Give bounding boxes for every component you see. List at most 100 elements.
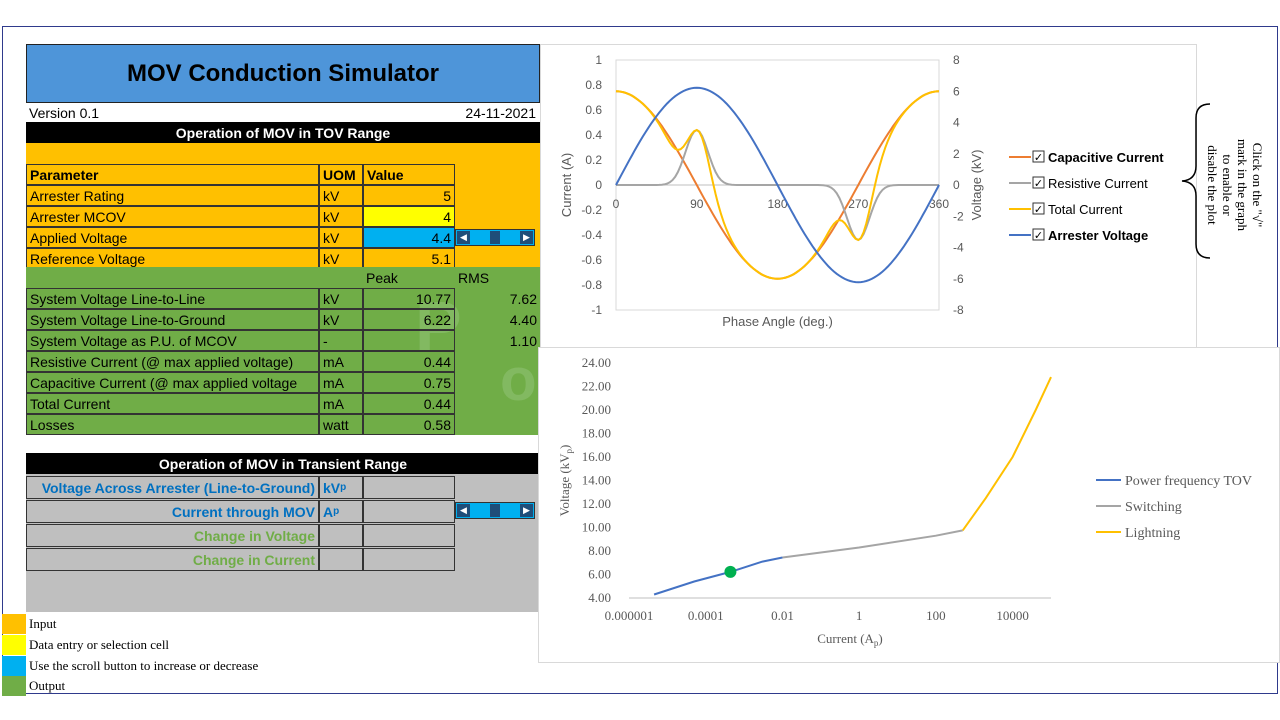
scroll-left-icon[interactable]: ◀ <box>457 504 470 517</box>
peak-value: 0.44 <box>363 393 455 414</box>
x-tick-label: 180 <box>767 197 787 211</box>
transient-label: Change in Voltage <box>26 524 319 547</box>
total-current-line <box>615 90 940 280</box>
y-tick-label: 20.00 <box>582 402 611 417</box>
y2-tick-label: 6 <box>953 84 960 98</box>
y-tick-label: 16.00 <box>582 449 611 464</box>
current-scrollbar[interactable]: ◀ ▶ <box>455 502 535 519</box>
swatch <box>2 656 26 676</box>
legend-label: Lightning <box>1125 526 1180 541</box>
y2-tick-label: -6 <box>953 272 964 286</box>
x-tick-label: 0.0001 <box>688 608 724 623</box>
page-title: MOV Conduction Simulator <box>26 44 540 103</box>
swatch <box>2 635 26 655</box>
peak-value: 0.44 <box>363 351 455 372</box>
check-icon: ✓ <box>1034 229 1043 242</box>
peak-value: 6.22 <box>363 309 455 330</box>
y-tick-label: -0.4 <box>581 228 602 242</box>
y-tick-label: -0.2 <box>581 203 602 217</box>
uom-cell <box>319 524 363 547</box>
x-tick-label: 0 <box>613 197 620 211</box>
legend-checkbox <box>1032 150 1045 163</box>
swatch <box>2 614 26 634</box>
scroll-right-icon[interactable]: ▶ <box>520 231 533 244</box>
bracket-icon <box>1181 103 1211 259</box>
y-tick-label: 14.00 <box>582 473 611 488</box>
reference-voltage-value: 5.1 <box>363 248 455 269</box>
uom-cell: kV <box>319 248 363 269</box>
legend-scroll: Use the scroll button to increase or dec… <box>2 656 258 676</box>
rms-value: 4.40 <box>509 311 537 328</box>
y-tick-label: 0.2 <box>585 153 602 167</box>
arrester-voltage-line <box>615 86 940 284</box>
y-tick-label: 8.00 <box>588 543 611 558</box>
uom-text: kV <box>323 479 341 496</box>
uom-cell: mA <box>319 351 363 372</box>
legend-label: Capacitive Current <box>1048 150 1164 165</box>
scroll-left-icon[interactable]: ◀ <box>457 231 470 244</box>
switching-line <box>782 529 963 559</box>
scroll-thumb[interactable] <box>490 231 500 244</box>
waveform-svg: 1 0.8 0.6 0.4 0.2 0 -0.2 -0.4 -0.6 -0.8 -1 8 6 4 2 0 -2 -… <box>559 53 1164 329</box>
y-tick-label: -0.6 <box>581 253 602 267</box>
y2-tick-label: 8 <box>953 53 960 67</box>
rms-value: 1.10 <box>509 332 537 349</box>
hint-wrap: Click on the "√" mark in the graph to en… <box>1188 126 1280 244</box>
y-tick-label: -0.8 <box>581 278 602 292</box>
swatch <box>2 676 26 696</box>
tov-section-header: Operation of MOV in TOV Range <box>26 122 540 143</box>
y-tick-label: 0.4 <box>585 128 602 142</box>
y2-tick-label: 4 <box>953 116 960 130</box>
legend-label: Resistive Current <box>1048 176 1148 191</box>
y-tick-label: 1 <box>595 53 602 67</box>
legend-checkbox <box>1032 176 1045 189</box>
transient-label: Change in Current <box>26 548 319 571</box>
peak-value: 0.58 <box>363 414 455 435</box>
x-axis-label: Current (Ap) <box>817 631 883 648</box>
y2-tick-label: 0 <box>953 178 960 192</box>
y-tick-label: 6.00 <box>588 567 611 582</box>
tov-line <box>653 556 783 596</box>
version-row: Version 0.1 24-11-2021 <box>26 103 540 122</box>
arrester-rating-value: 5 <box>363 185 455 206</box>
uom-cell <box>319 548 363 571</box>
uom-cell: watt <box>319 414 363 435</box>
x-tick-label: 1 <box>856 608 863 623</box>
operating-point-marker <box>724 565 737 578</box>
uom-sub: p <box>340 482 347 493</box>
x-tick-label: 10000 <box>996 608 1029 623</box>
rms-value: 7.62 <box>509 290 537 307</box>
peak-value: 10.77 <box>363 288 455 309</box>
output-label: System Voltage as P.U. of MCOV <box>26 330 319 351</box>
peak-value: 0.75 <box>363 372 455 393</box>
scroll-right-icon[interactable]: ▶ <box>520 504 533 517</box>
legend-label: Power frequency TOV <box>1125 474 1252 489</box>
y2-axis-label: Voltage (kV) <box>969 150 984 221</box>
scroll-thumb[interactable] <box>490 504 500 517</box>
version-label: Version 0.1 <box>29 104 100 121</box>
svg-text:o: o <box>500 346 537 410</box>
legend-label: Input <box>29 616 57 631</box>
legend-checkbox <box>1032 228 1045 241</box>
peak-value <box>363 330 455 351</box>
legend-data-entry: Data entry or selection cell <box>2 635 169 655</box>
y-tick-label: 0.6 <box>585 103 602 117</box>
applied-voltage-scrollbar[interactable]: ◀ ▶ <box>455 229 535 246</box>
y2-tick-label: -2 <box>953 209 964 223</box>
uom-text: A <box>323 503 334 520</box>
transient-label: Voltage Across Arrester (Line-to-Ground) <box>26 476 319 499</box>
arrester-mcov-input[interactable]: 4 <box>363 206 455 227</box>
y-tick-label: 4.00 <box>588 590 611 605</box>
uom-header: UOM <box>319 164 363 185</box>
y-tick-label: -1 <box>591 303 602 317</box>
legend-input: Input <box>2 614 56 634</box>
output-label: Losses <box>26 414 319 435</box>
output-label: Total Current <box>26 393 319 414</box>
y2-tick-label: -4 <box>953 241 964 255</box>
x-tick-label: 0.000001 <box>605 608 654 623</box>
svg-text:P: P <box>415 290 462 365</box>
legend-label: Data entry or selection cell <box>29 637 170 652</box>
param-label: Arrester Rating <box>26 185 319 206</box>
param-label: Reference Voltage <box>26 248 319 269</box>
uom-cell: - <box>319 330 363 351</box>
